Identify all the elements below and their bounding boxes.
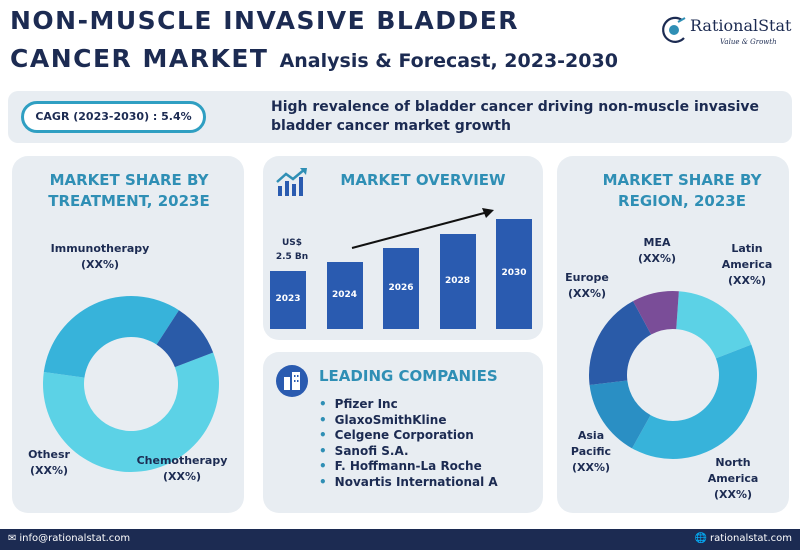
label-chemotherapy: Chemotherapy (XX%): [132, 453, 232, 485]
companies-title: LEADING COMPANIES: [319, 367, 498, 385]
region-slice: [633, 291, 679, 335]
treatment-slice: [43, 352, 220, 473]
overview-bar-chart: 2023 2024 2026 2028 2030: [263, 156, 543, 340]
label-latin-america: Latin America (XX%): [717, 241, 777, 289]
overview-bar: 2026: [383, 248, 419, 329]
treatment-slice: [156, 310, 214, 368]
treatment-panel: MARKET SHARE BY TREATMENT, 2023E Immunot…: [12, 156, 244, 513]
label-latin-america-line2: America: [721, 258, 773, 271]
logo-name: RationalStat: [690, 16, 792, 35]
logo: RationalStat Value & Growth: [660, 14, 791, 54]
overview-title: MARKET OVERVIEW: [340, 171, 506, 189]
label-chemotherapy-value: (XX%): [162, 470, 202, 483]
label-north-america-line2: America: [707, 472, 759, 485]
overview-bar: 2023: [270, 271, 306, 329]
footer-email[interactable]: ✉ info@rationalstat.com: [8, 533, 130, 544]
trend-arrow-icon: [351, 208, 494, 249]
treatment-slice: [43, 296, 179, 378]
label-europe-value: (XX%): [567, 287, 607, 300]
label-latin-america-line1: Latin: [731, 242, 763, 255]
region-panel: MARKET SHARE BY REGION, 2023E MEA (XX%) …: [557, 156, 789, 513]
overview-value-amount: 2.5 Bn: [275, 252, 309, 262]
overview-value: US$ 2.5 Bn: [269, 236, 315, 264]
main-title-line2: CANCER MARKET Analysis & Forecast, 2023-…: [10, 44, 618, 73]
summary-band: CAGR (2023-2030) : 5.4% High revalence o…: [8, 91, 792, 143]
region-slice: [632, 344, 757, 459]
region-donut-chart: [589, 291, 757, 459]
label-immunotherapy: Immunotherapy (XX%): [50, 241, 150, 273]
overview-panel: MARKET OVERVIEW US$ 2.5 Bn 2023 2024 2026 2…: [263, 156, 543, 340]
overview-bar-year: 2026: [388, 283, 414, 293]
footer-website-text: rationalstat.com: [709, 533, 792, 544]
overview-bar: 2024: [326, 262, 363, 329]
region-title: MARKET SHARE BY REGION, 2023E: [602, 171, 762, 210]
treatment-donut-chart: [43, 296, 220, 473]
footer-email-text: info@rationalstat.com: [19, 533, 131, 544]
label-chemotherapy-name: Chemotherapy: [136, 454, 228, 467]
region-slice: [676, 291, 752, 359]
label-mea: MEA (XX%): [627, 235, 687, 267]
overview-bar: 2028: [439, 234, 476, 329]
label-immunotherapy-value: (XX%): [80, 258, 120, 271]
companies-list: Pfizer Inc GlaxoSmithKline Celgene Corpo…: [319, 397, 498, 491]
label-north-america-value: (XX%): [713, 488, 753, 501]
globe-icon: 🌐: [694, 533, 707, 544]
label-north-america: North America (XX%): [703, 455, 763, 503]
label-mea-value: (XX%): [637, 252, 677, 265]
logo-mark-icon: [662, 16, 686, 43]
label-europe-name: Europe: [565, 271, 609, 284]
label-others: Othesr (XX%): [14, 447, 84, 479]
subtitle: Analysis & Forecast, 2023-2030: [279, 50, 618, 72]
company-item: F. Hoffmann-La Roche: [319, 459, 498, 475]
label-asia-pacific-line1: Asia: [577, 429, 605, 442]
building-icon: [276, 365, 308, 397]
email-icon: ✉: [8, 533, 17, 544]
label-europe: Europe (XX%): [557, 270, 617, 302]
footer: ✉ info@rationalstat.com 🌐 rationalstat.com: [0, 529, 800, 550]
company-item: Novartis International A: [319, 475, 498, 491]
label-others-value: (XX%): [29, 464, 69, 477]
treatment-title: MARKET SHARE BY TREATMENT, 2023E: [48, 171, 210, 210]
company-item: GlaxoSmithKline: [319, 413, 498, 429]
overview-bar-year: 2024: [331, 290, 358, 300]
region-slice: [589, 380, 651, 449]
overview-bar: 2030: [496, 219, 532, 329]
overview-bar-year: 2030: [501, 268, 527, 278]
growth-chart-icon: [276, 168, 307, 196]
main-title-line2-text: CANCER MARKET: [10, 44, 269, 73]
headline-text: High revalence of bladder cancer driving…: [271, 99, 760, 134]
overview-bar-year: 2023: [275, 294, 301, 304]
company-item: Pfizer Inc: [319, 397, 498, 413]
label-asia-pacific: Asia Pacific (XX%): [561, 428, 621, 476]
label-north-america-line1: North: [715, 456, 751, 469]
main-title-line1: NON-MUSCLE INVASIVE BLADDER: [10, 6, 520, 35]
label-latin-america-value: (XX%): [727, 274, 767, 287]
region-slice: [589, 301, 652, 385]
label-asia-pacific-value: (XX%): [571, 461, 611, 474]
label-mea-name: MEA: [643, 236, 671, 249]
overview-bar-year: 2028: [444, 276, 471, 286]
company-item: Sanofi S.A.: [319, 444, 498, 460]
cagr-badge: CAGR (2023-2030) : 5.4%: [21, 101, 206, 133]
company-item: Celgene Corporation: [319, 428, 498, 444]
companies-panel: LEADING COMPANIES Pfizer Inc GlaxoSmithK…: [263, 352, 543, 513]
label-others-name: Othesr: [28, 448, 70, 461]
label-asia-pacific-line2: Pacific: [570, 445, 612, 458]
logo-tagline: Value & Growth: [720, 38, 777, 46]
overview-value-unit: US$: [281, 238, 303, 248]
label-immunotherapy-name: Immunotherapy: [50, 242, 150, 255]
footer-website[interactable]: 🌐 rationalstat.com: [695, 533, 792, 544]
